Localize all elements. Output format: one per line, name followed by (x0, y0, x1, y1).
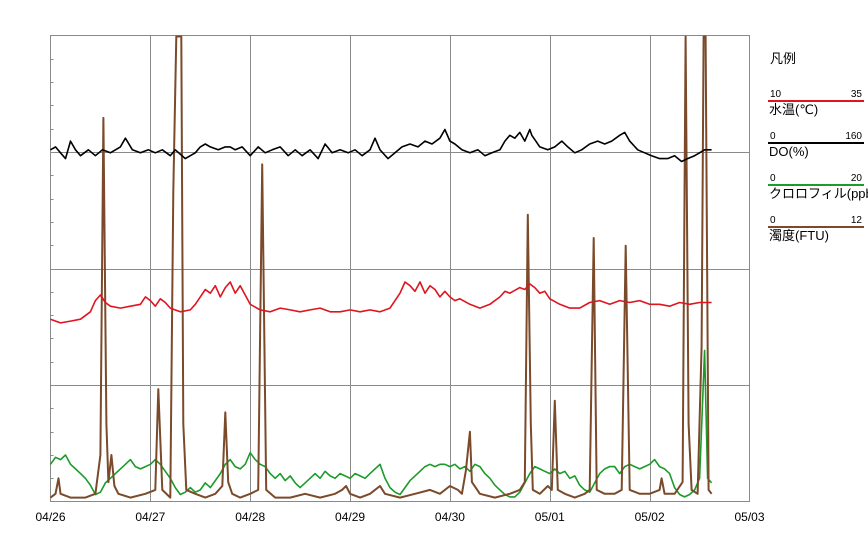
legend-swatch-do (768, 142, 864, 144)
x-tick-labels: 04/26 04/27 04/28 04/29 04/30 05/01 05/02 05/03 (35, 510, 764, 524)
x-tick-label: 04/28 (235, 510, 265, 524)
x-tick-label: 05/02 (635, 510, 665, 524)
legend-item-turb: 0 12 濁度(FTU) (768, 215, 864, 243)
legend-swatch-chl (768, 184, 864, 186)
legend-min-chl: 0 (770, 173, 776, 184)
legend-max-turb: 12 (850, 215, 862, 226)
legend-label-temp: 水温(℃) (769, 102, 819, 117)
legend-range-temp: 10 35 (768, 89, 864, 100)
plot-area (50, 35, 750, 502)
x-tick-label: 04/30 (435, 510, 465, 524)
legend-max-temp: 35 (850, 89, 862, 100)
x-tick-label: 04/29 (335, 510, 365, 524)
legend-min-turb: 0 (770, 215, 776, 226)
legend-swatch-temp (768, 100, 864, 102)
x-tick-label: 04/26 (35, 510, 65, 524)
legend-max-do: 160 (845, 131, 862, 142)
legend-label-chl: クロロフィル(ppb) (769, 186, 868, 201)
series-line-temp (50, 281, 712, 324)
legend-item-temp: 10 35 水温(℃) (768, 89, 864, 117)
legend-range-do: 0 160 (768, 131, 864, 142)
legend-label-turb: 濁度(FTU) (769, 228, 829, 243)
legend-range-turb: 0 12 (768, 215, 864, 226)
legend-item-do: 0 160 DO(%) (768, 131, 864, 159)
series-line-turb (49, 35, 713, 499)
x-tick-label: 05/03 (734, 510, 764, 524)
legend-range-chl: 0 20 (768, 173, 864, 184)
legend-title: 凡例 (770, 51, 797, 66)
series-layer (49, 35, 713, 499)
legend: 凡例 10 35 水温(℃) 0 160 DO(%) 0 20 クロロフィル(p… (768, 48, 868, 257)
legend-item-chl: 0 20 クロロフィル(ppb) (768, 173, 868, 201)
series-line-do (50, 128, 712, 163)
x-tick-label: 04/27 (135, 510, 165, 524)
y-minor-ticks (50, 59, 54, 479)
legend-min-temp: 10 (770, 89, 782, 100)
legend-min-do: 0 (770, 131, 776, 142)
x-tick-label: 05/01 (535, 510, 565, 524)
legend-label-do: DO(%) (769, 144, 809, 159)
legend-swatch-turb (768, 226, 864, 228)
legend-max-chl: 20 (850, 173, 862, 184)
